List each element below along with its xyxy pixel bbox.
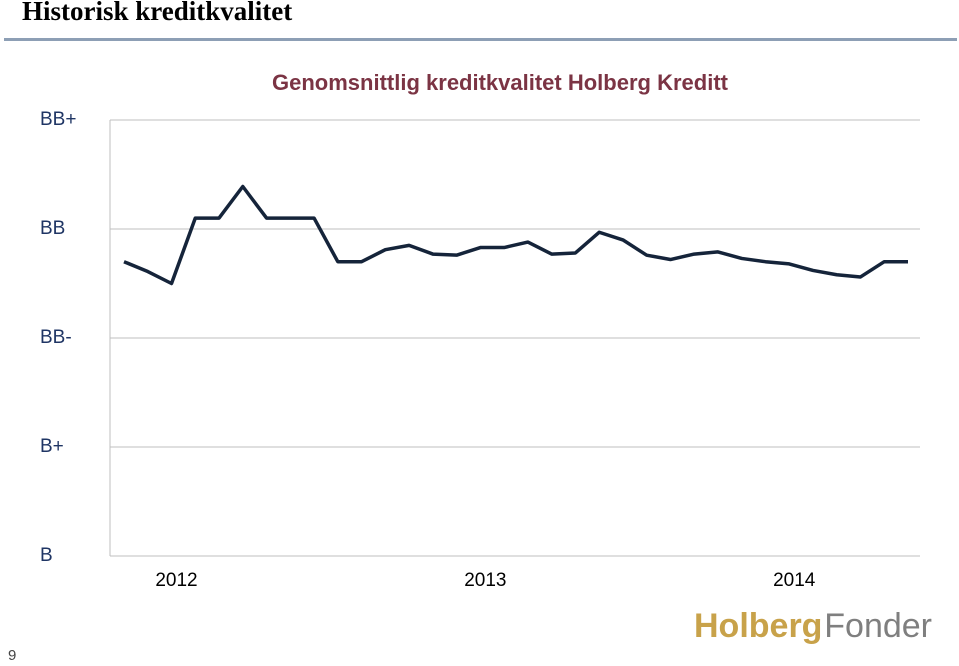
chart-title: Genomsnittlig kreditkvalitet Holberg Kre… [272,70,729,95]
x-tick-label: 2013 [464,570,506,591]
y-tick-label: B [40,545,53,566]
page-number: 9 [8,647,16,664]
y-tick-label: B+ [40,436,64,457]
y-tick-label: BB [40,218,65,239]
y-tick-label: BB- [40,327,72,348]
logo-left: Holberg [694,607,822,645]
slide-title: Historisk kreditkvalitet [22,0,292,26]
logo-right: Fonder [824,607,932,645]
line-series [123,184,908,286]
x-tick-label: 2014 [773,570,816,591]
y-tick-label: BB+ [40,109,76,130]
x-tick-label: 2012 [155,570,197,591]
title-rule [4,38,957,41]
